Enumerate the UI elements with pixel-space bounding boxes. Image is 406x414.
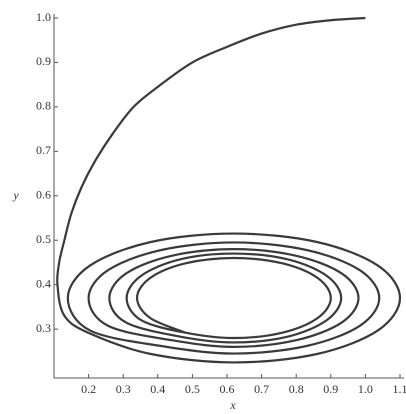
trajectory — [57, 18, 400, 362]
y-tick-label: 0.8 — [36, 99, 51, 113]
x-tick-label: 0.5 — [185, 382, 200, 396]
y-tick-label: 0.6 — [36, 188, 51, 202]
x-tick-label: 0.7 — [254, 382, 269, 396]
x-tick-label: 0.8 — [289, 382, 304, 396]
x-tick-label: 0.9 — [323, 382, 338, 396]
y-tick-label: 0.3 — [36, 321, 51, 335]
y-tick-label: 1.0 — [36, 10, 51, 24]
page: y x 0.3 0.4 0.5 0.6 0.7 0.8 0.9 1.0 0.2 0.3 0.4 0.5… — [0, 0, 406, 414]
x-tick-label: 1.1 — [393, 382, 406, 396]
x-tick-label: 0.4 — [150, 382, 165, 396]
y-tick-label: 0.4 — [36, 276, 51, 290]
y-axis-label: y — [12, 188, 19, 202]
chart: y x 0.3 0.4 0.5 0.6 0.7 0.8 0.9 1.0 0.2 0.3 0.4 0.5… — [0, 0, 406, 414]
x-axis-label: x — [229, 398, 236, 412]
x-tick-label: 1.0 — [358, 382, 373, 396]
y-tick-label: 0.7 — [36, 143, 51, 157]
x-tick-label: 0.6 — [220, 382, 235, 396]
y-tick-label: 0.9 — [36, 54, 51, 68]
y-tick-label: 0.5 — [36, 232, 51, 246]
x-tick-label: 0.3 — [116, 382, 131, 396]
x-tick-label: 0.2 — [81, 382, 96, 396]
